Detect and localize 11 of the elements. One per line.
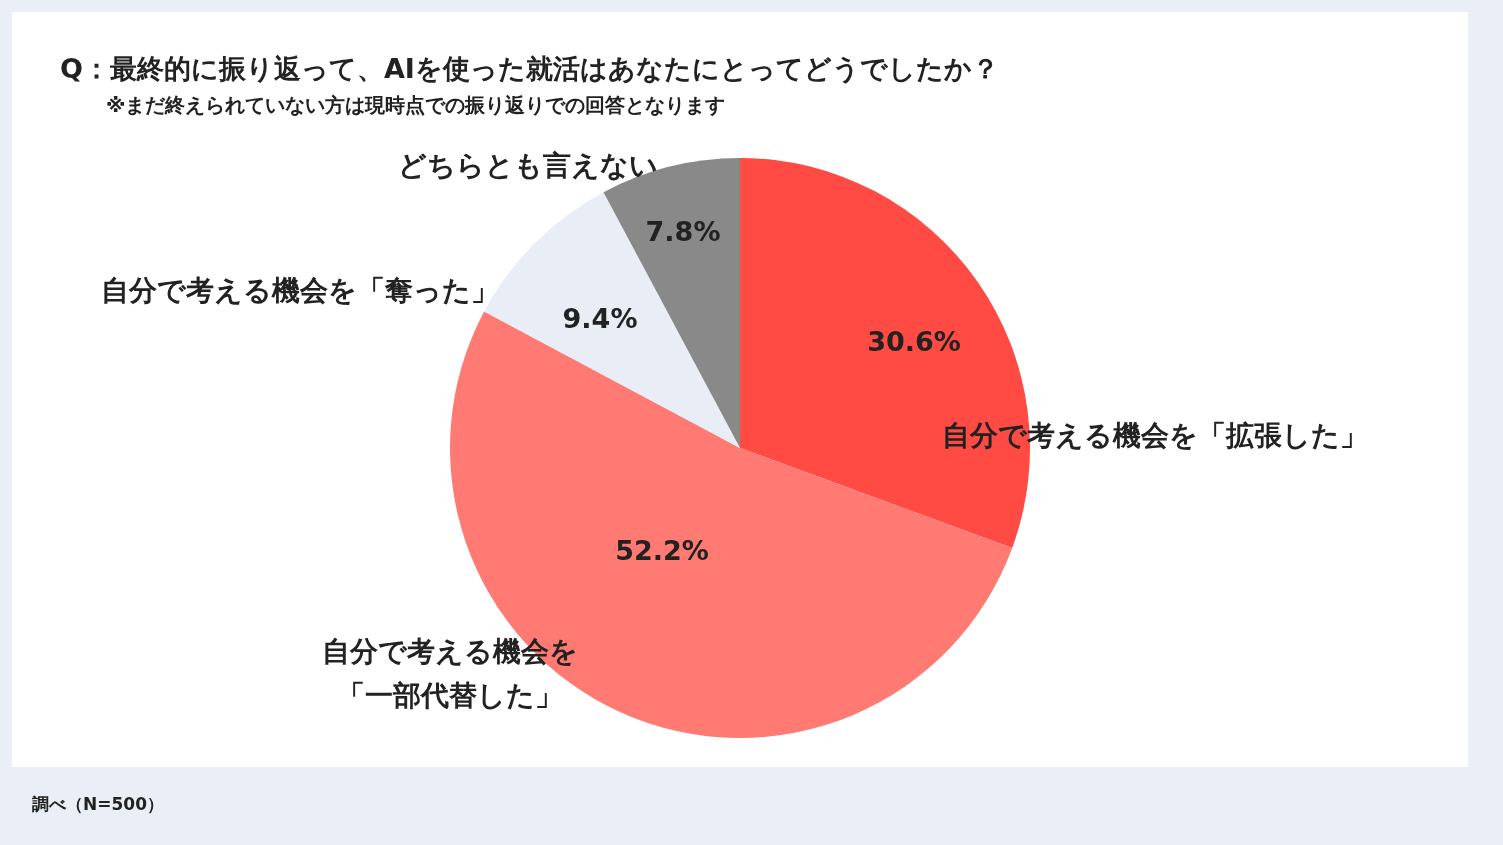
data-label: 30.6% — [867, 326, 961, 357]
chart-subtitle: ※まだ終えられていない方は現時点での振り返りでの回答となります — [106, 93, 726, 117]
pie-slice — [484, 192, 740, 448]
slice-label: どちらとも言えない — [398, 149, 658, 182]
slice-label: 自分で考える機会を「奪った」 — [101, 274, 499, 307]
text: 調べ（N=500） — [32, 794, 164, 814]
data-label: 9.4% — [562, 303, 638, 334]
slice-label: 自分で考える機会を「一部代替した」 — [322, 635, 578, 712]
data-label: 52.2% — [615, 535, 709, 566]
chart-title: Q：最終的に振り返って、AIを使った就活はあなたにとってどうでしたか？ — [60, 53, 999, 84]
data-label: 7.8% — [645, 216, 721, 247]
